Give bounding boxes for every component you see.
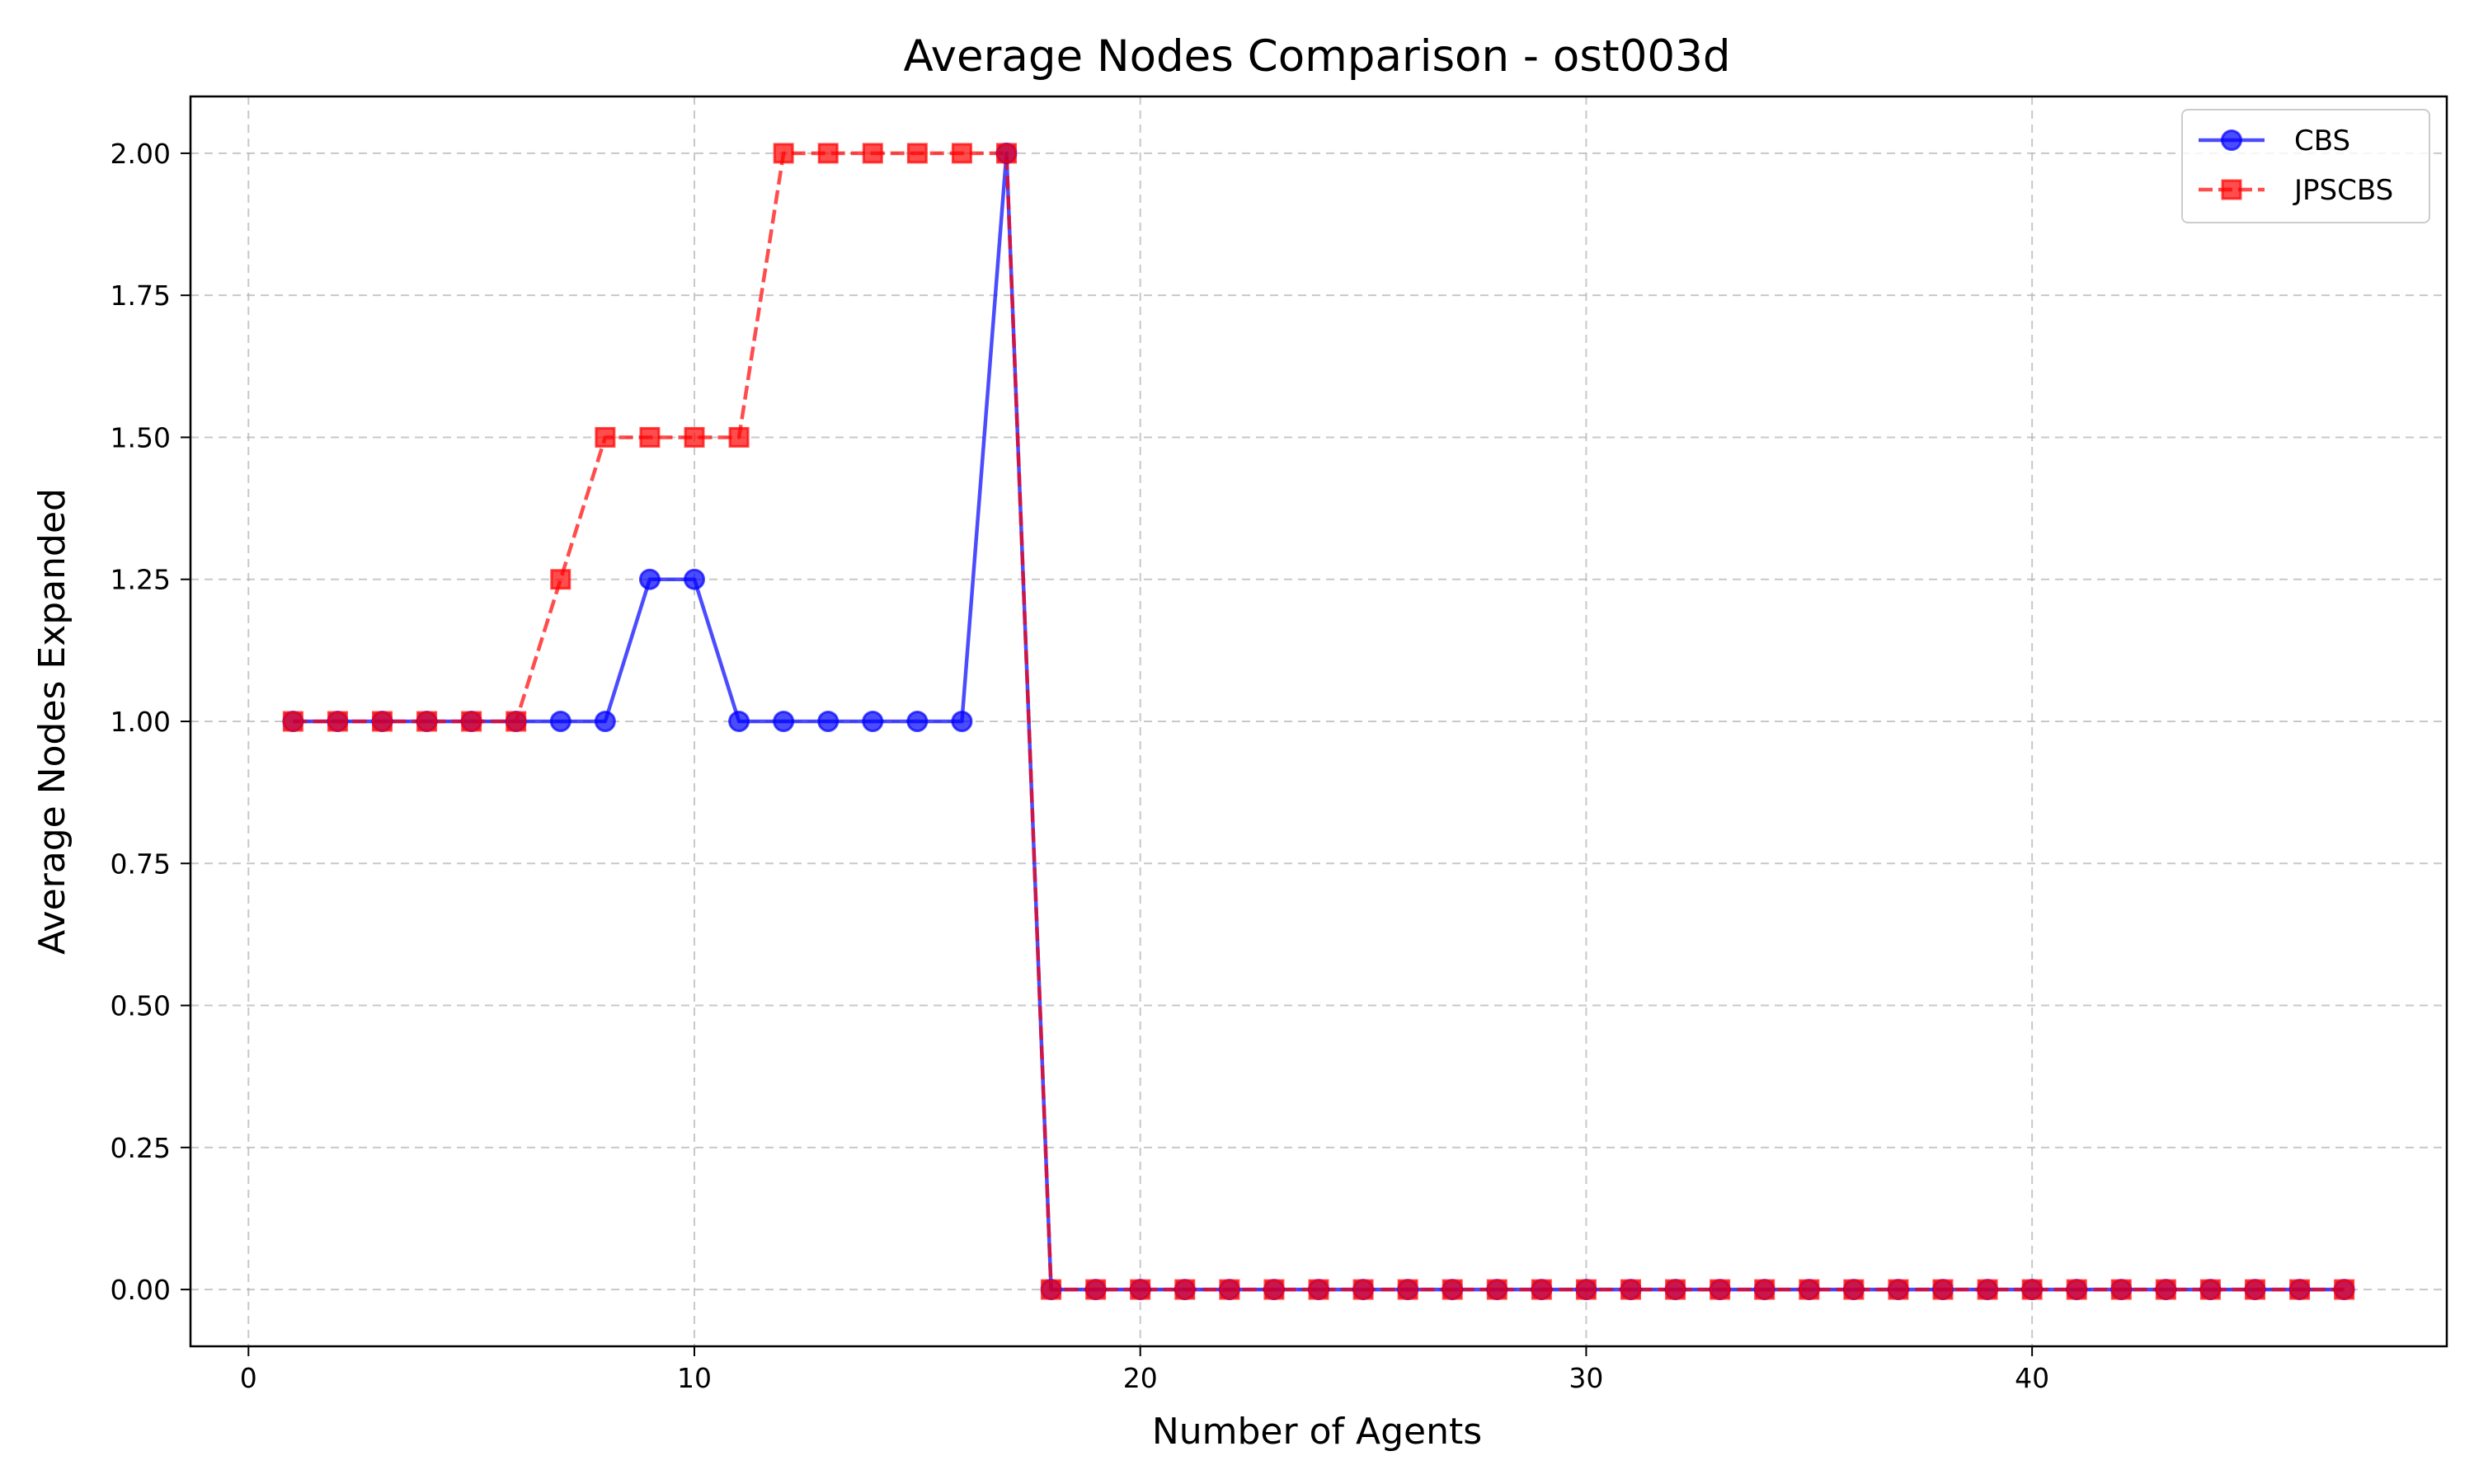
data-point-jpscbs — [461, 711, 482, 732]
y-tick-label: 0.75 — [111, 848, 171, 880]
x-tick-label: 10 — [677, 1362, 712, 1394]
x-axis-label: Number of Agents — [1152, 1411, 1482, 1453]
legend-box — [2181, 109, 2430, 223]
data-point-jpscbs — [1130, 1279, 1151, 1300]
data-point-jpscbs — [1531, 1279, 1552, 1300]
y-tick-label: 1.25 — [111, 564, 171, 596]
data-point-cbs — [549, 711, 571, 732]
data-point-cbs — [773, 711, 795, 732]
data-point-jpscbs — [996, 143, 1018, 164]
data-point-jpscbs — [1710, 1279, 1731, 1300]
series-line-jpscbs — [293, 151, 2345, 1292]
data-point-jpscbs — [1977, 1279, 1998, 1300]
data-point-jpscbs — [951, 143, 972, 164]
y-axis: 0.00 0.25 0.50 0.75 1.00 1.25 1.50 1.75 2.00 — [111, 138, 190, 1306]
y-tick-label: 0.50 — [111, 990, 171, 1022]
data-point-jpscbs — [1799, 1279, 1820, 1300]
data-point-jpscbs — [2244, 1279, 2265, 1300]
data-point-cbs — [951, 711, 973, 732]
data-point-jpscbs — [416, 711, 438, 732]
y-tick-label: 1.75 — [111, 279, 171, 312]
legend-marker-cbs — [2221, 129, 2242, 151]
legend-label-cbs: CBS — [2294, 124, 2350, 157]
data-point-jpscbs — [773, 143, 794, 164]
data-point-jpscbs — [1041, 1279, 1062, 1300]
data-point-jpscbs — [282, 711, 303, 732]
data-point-jpscbs — [1620, 1279, 1641, 1300]
data-point-jpscbs — [1888, 1279, 1909, 1300]
data-point-jpscbs — [1442, 1279, 1463, 1300]
legend-label-jpscbs: JPSCBS — [2293, 174, 2393, 207]
data-point-jpscbs — [1352, 1279, 1374, 1300]
data-point-jpscbs — [550, 569, 571, 590]
data-point-jpscbs — [1397, 1279, 1418, 1300]
data-point-jpscbs — [2110, 1279, 2132, 1300]
data-point-jpscbs — [862, 143, 883, 164]
data-point-jpscbs — [906, 143, 928, 164]
x-tick-label: 40 — [2015, 1362, 2049, 1394]
x-tick-label: 30 — [1569, 1362, 1603, 1394]
x-tick-label: 0 — [240, 1362, 257, 1394]
data-point-jpscbs — [1219, 1279, 1240, 1300]
data-point-cbs — [862, 711, 884, 732]
data-point-jpscbs — [372, 711, 393, 732]
data-point-jpscbs — [2199, 1279, 2221, 1300]
data-point-jpscbs — [1486, 1279, 1507, 1300]
data-point-jpscbs — [1085, 1279, 1107, 1300]
data-point-jpscbs — [1174, 1279, 1196, 1300]
data-point-jpscbs — [639, 426, 661, 448]
x-tick-label: 20 — [1123, 1362, 1158, 1394]
data-point-cbs — [684, 568, 706, 590]
data-point-jpscbs — [2066, 1279, 2087, 1300]
data-point-jpscbs — [817, 143, 839, 164]
data-point-jpscbs — [728, 426, 750, 448]
data-point-jpscbs — [1843, 1279, 1865, 1300]
data-point-jpscbs — [1932, 1279, 1954, 1300]
chart-title: Average Nodes Comparison - ost003d — [903, 31, 1730, 82]
data-point-cbs — [594, 711, 616, 732]
grid — [190, 96, 2447, 1346]
y-tick-label: 1.00 — [111, 706, 171, 738]
y-tick-label: 0.00 — [111, 1274, 171, 1306]
data-point-jpscbs — [684, 426, 705, 448]
data-point-cbs — [638, 568, 661, 590]
y-tick-label: 1.50 — [111, 421, 171, 453]
data-point-jpscbs — [595, 426, 616, 448]
data-point-cbs — [906, 711, 929, 732]
data-point-jpscbs — [327, 711, 348, 732]
y-tick-label: 0.25 — [111, 1132, 171, 1164]
data-point-cbs — [817, 711, 840, 732]
data-point-jpscbs — [1754, 1279, 1776, 1300]
y-axis-label: Average Nodes Expanded — [31, 488, 73, 955]
legend: CBS JPSCBS — [2181, 109, 2430, 223]
data-point-jpscbs — [506, 711, 527, 732]
series-markers — [282, 142, 2355, 1301]
data-point-jpscbs — [1575, 1279, 1597, 1300]
y-tick-label: 2.00 — [111, 138, 171, 170]
data-point-jpscbs — [2334, 1279, 2355, 1300]
data-point-jpscbs — [2021, 1279, 2043, 1300]
data-point-jpscbs — [1665, 1279, 1686, 1300]
data-point-jpscbs — [1308, 1279, 1329, 1300]
data-point-jpscbs — [2289, 1279, 2311, 1300]
data-point-cbs — [728, 711, 750, 732]
x-axis: 0 10 20 30 40 — [240, 1346, 2049, 1394]
data-point-jpscbs — [1263, 1279, 1285, 1300]
legend-marker-jpscbs — [2221, 179, 2242, 200]
data-point-jpscbs — [2155, 1279, 2176, 1300]
